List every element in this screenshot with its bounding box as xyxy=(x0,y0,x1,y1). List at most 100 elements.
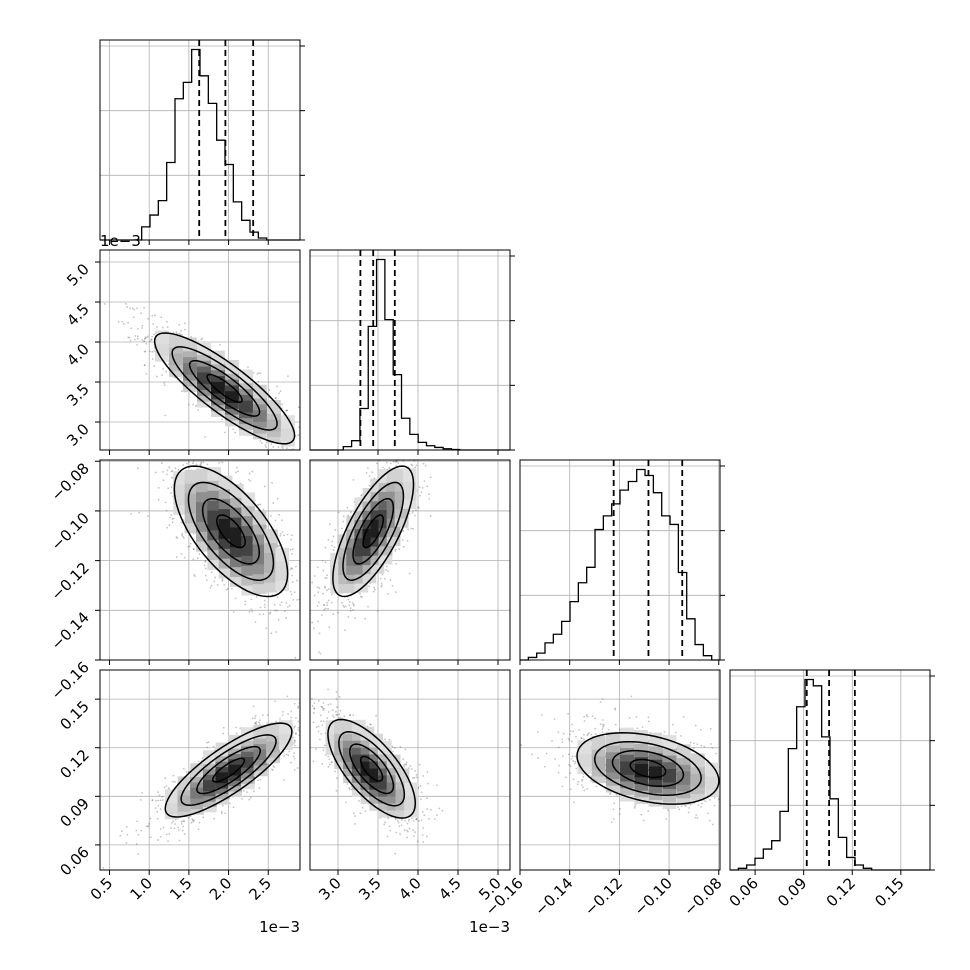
sample-point xyxy=(182,825,185,828)
sample-point xyxy=(141,324,144,327)
sample-point xyxy=(293,741,296,744)
sample-point xyxy=(304,604,306,606)
sample-point xyxy=(222,732,225,735)
sample-point xyxy=(289,548,292,551)
sample-point xyxy=(327,588,330,590)
sample-point xyxy=(171,521,174,524)
sample-point xyxy=(279,532,282,535)
sample-point xyxy=(256,373,259,375)
sample-point xyxy=(275,631,278,633)
sample-point xyxy=(164,777,167,780)
sample-point xyxy=(318,587,321,589)
sample-point xyxy=(197,409,200,411)
density-cell xyxy=(225,360,239,374)
sample-point xyxy=(397,462,400,464)
sample-point xyxy=(154,807,157,810)
sample-point xyxy=(180,823,183,825)
sample-point xyxy=(236,466,238,469)
sample-point xyxy=(259,503,262,506)
sample-point xyxy=(281,519,283,522)
sample-point xyxy=(165,473,168,476)
sample-point xyxy=(406,451,408,453)
sample-point xyxy=(251,717,254,720)
sample-point xyxy=(161,374,164,376)
sample-point xyxy=(278,513,281,516)
sample-point xyxy=(398,548,401,551)
sample-point xyxy=(222,804,224,807)
sample-point xyxy=(180,377,182,380)
sample-point xyxy=(322,592,324,595)
sample-point xyxy=(129,307,131,310)
sample-point xyxy=(125,302,127,305)
sample-point xyxy=(291,574,294,577)
sample-point xyxy=(253,790,255,793)
sample-point xyxy=(279,455,281,457)
sample-point xyxy=(387,593,390,595)
sample-point xyxy=(421,486,424,489)
sample-point xyxy=(155,800,157,802)
sample-point xyxy=(192,558,195,561)
sample-point xyxy=(419,436,421,438)
sample-point xyxy=(337,511,340,514)
sample-point xyxy=(157,791,160,794)
sample-point xyxy=(259,440,262,442)
sample-point xyxy=(285,602,288,604)
density-cell xyxy=(230,484,244,498)
sample-point xyxy=(321,559,324,562)
sample-point xyxy=(388,466,391,469)
sample-point xyxy=(287,375,289,378)
sample-point xyxy=(278,392,280,395)
sample-point xyxy=(415,509,417,512)
sample-point xyxy=(353,604,355,607)
sample-point xyxy=(342,604,345,607)
sample-point xyxy=(302,702,304,704)
sample-point xyxy=(162,326,164,329)
sample-point xyxy=(135,843,138,845)
histogram-panel xyxy=(99,39,305,245)
sample-point xyxy=(137,467,139,470)
sample-point xyxy=(135,829,138,832)
sample-point xyxy=(277,618,280,621)
sample-point xyxy=(133,308,136,311)
sample-point xyxy=(331,540,334,543)
sample-point xyxy=(174,456,176,458)
sample-point xyxy=(251,470,254,473)
sample-point xyxy=(291,548,294,551)
sample-point xyxy=(257,779,259,782)
sample-point xyxy=(167,433,169,435)
sample-point xyxy=(134,335,137,337)
sample-point xyxy=(259,457,261,459)
sample-point xyxy=(181,454,183,456)
sample-point xyxy=(354,617,357,620)
sample-point xyxy=(258,787,261,789)
sample-point xyxy=(306,556,308,558)
sample-point xyxy=(143,363,146,366)
sample-point xyxy=(371,471,374,474)
sample-point xyxy=(165,370,168,373)
sample-point xyxy=(160,316,163,319)
sample-point xyxy=(293,739,296,742)
sample-point xyxy=(136,307,138,310)
density-panel xyxy=(304,436,511,665)
sample-point xyxy=(317,601,320,604)
sample-point xyxy=(170,492,172,495)
density-cell xyxy=(218,475,233,490)
sample-point xyxy=(149,340,152,343)
sample-point xyxy=(430,457,432,459)
contour-line xyxy=(362,514,385,549)
sample-point xyxy=(121,320,124,323)
sample-point xyxy=(187,403,190,406)
sample-point xyxy=(301,735,303,737)
sample-point xyxy=(346,506,349,509)
sample-point xyxy=(324,577,327,580)
sample-point xyxy=(380,585,383,588)
sample-point xyxy=(259,606,262,609)
sample-point xyxy=(406,540,409,542)
sample-point xyxy=(195,463,198,466)
sample-point xyxy=(250,598,253,601)
sample-point xyxy=(292,598,295,601)
sample-point xyxy=(205,579,208,582)
sample-point xyxy=(149,836,152,839)
sample-point xyxy=(350,511,352,514)
sample-point xyxy=(283,755,285,757)
